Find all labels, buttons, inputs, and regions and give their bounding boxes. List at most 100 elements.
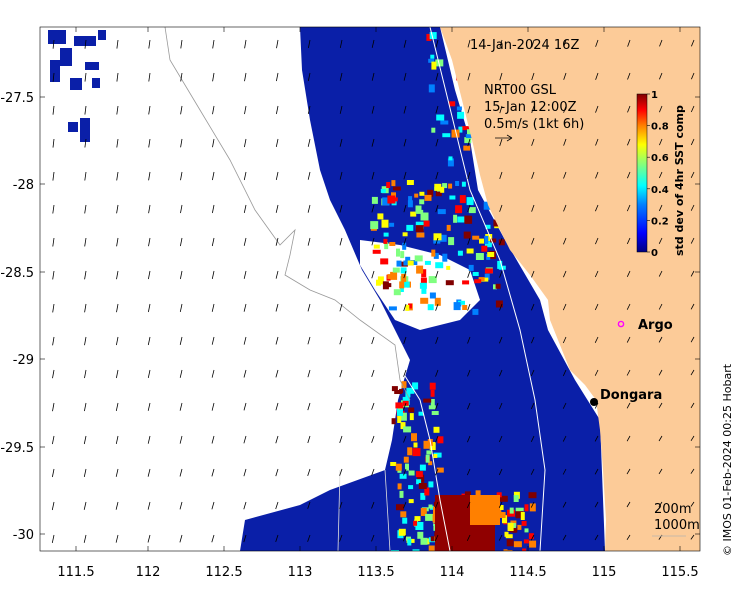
- sst-pixel: [383, 238, 388, 244]
- wind-arrow: [180, 270, 183, 280]
- x-tick-label: 114: [440, 565, 465, 580]
- sst-pixel: [446, 265, 451, 270]
- wind-arrow: [403, 336, 407, 345]
- sst-pixel: [528, 533, 534, 540]
- wind-arrow: [148, 39, 151, 49]
- wind-arrow: [307, 303, 311, 312]
- wind-arrow: [435, 204, 439, 213]
- wind-arrow: [403, 303, 407, 312]
- wind-arrow: [466, 534, 471, 541]
- sst-pixel: [433, 426, 440, 433]
- wind-arrow: [498, 468, 503, 476]
- wind-arrow: [530, 468, 535, 475]
- sst-pixel: [389, 222, 395, 227]
- wind-arrow: [243, 336, 247, 345]
- sst-pixel: [416, 479, 422, 485]
- wind-arrow: [562, 534, 567, 541]
- sst-pixel: [402, 232, 408, 237]
- sst-pixel: [455, 181, 460, 186]
- wind-arrow: [339, 105, 343, 114]
- wind-arrow: [659, 72, 663, 80]
- wind-scale-arrow: [495, 134, 513, 142]
- sst-pixel: [423, 398, 432, 403]
- wind-arrow: [52, 435, 55, 445]
- wind-arrow: [371, 402, 375, 410]
- sst-pixel: [464, 137, 472, 144]
- cloud-hole-2: [330, 350, 400, 470]
- wind-arrow: [371, 237, 375, 246]
- sst-pixel: [405, 391, 411, 398]
- wind-arrow: [531, 105, 535, 114]
- wind-arrow: [658, 369, 663, 376]
- wind-arrow: [276, 105, 279, 115]
- sst-pixel: [427, 304, 434, 311]
- colorbar-tick-label: 0.2: [651, 216, 669, 227]
- wind-arrow: [499, 303, 503, 311]
- sst-pixel: [397, 407, 403, 416]
- wind-arrow: [435, 468, 439, 476]
- sst-pixel: [498, 239, 505, 246]
- wind-arrow: [467, 336, 471, 344]
- wind-arrow: [658, 402, 663, 409]
- wind-arrow: [627, 105, 631, 113]
- wind-arrow: [403, 237, 407, 246]
- wind-arrow: [211, 468, 215, 477]
- wind-arrow: [52, 171, 55, 181]
- sst-pixel: [426, 33, 432, 41]
- wind-arrow: [275, 237, 279, 246]
- sst-pixel: [437, 436, 444, 444]
- wind-arrow: [531, 336, 535, 344]
- wind-arrow: [211, 270, 215, 279]
- wind-arrow: [84, 303, 87, 313]
- wind-arrow: [147, 501, 151, 510]
- wind-arrow: [307, 171, 311, 180]
- wind-arrow: [275, 501, 279, 510]
- sst-pixel: [424, 194, 432, 201]
- wind-arrow: [626, 534, 631, 541]
- wind-arrow: [211, 435, 215, 444]
- wind-arrow: [307, 237, 311, 246]
- wind-arrow: [307, 435, 311, 444]
- wind-arrow: [658, 204, 663, 212]
- wind-arrow: [244, 72, 247, 82]
- wind-arrow: [467, 402, 471, 410]
- wind-arrow: [658, 336, 663, 343]
- sst-pixel: [419, 464, 426, 471]
- sst-pixel: [425, 454, 430, 463]
- sst-pixel: [396, 248, 400, 257]
- colorbar-tick-label: 0.6: [651, 153, 669, 164]
- sst-pixel: [415, 471, 423, 478]
- sst-pixel: [496, 505, 504, 510]
- x-tick-label: 114.5: [509, 565, 546, 580]
- sst-pixel: [430, 536, 436, 542]
- wind-arrow: [339, 39, 343, 48]
- wind-arrow: [244, 105, 247, 115]
- wind-arrow: [467, 270, 471, 278]
- wind-arrow: [658, 237, 663, 244]
- sst-pixel: [413, 520, 418, 526]
- wind-arrow: [690, 303, 695, 310]
- wind-arrow: [659, 138, 663, 146]
- wind-arrow: [499, 105, 503, 114]
- wind-arrow: [116, 204, 119, 214]
- sst-pixel: [449, 101, 456, 107]
- wind-arrow: [212, 171, 215, 181]
- argo-label: Argo: [638, 318, 673, 333]
- sst-pixel: [399, 288, 404, 292]
- wind-arrow: [116, 303, 119, 313]
- wind-arrow: [467, 237, 471, 245]
- sst-pixel: [401, 381, 407, 389]
- sst-pixel: [472, 308, 479, 315]
- wind-arrow: [83, 534, 87, 543]
- wind-arrow: [275, 204, 279, 213]
- sst-pixel: [431, 61, 437, 70]
- wind-arrow: [499, 336, 503, 344]
- wind-arrow: [626, 270, 631, 277]
- sst-pixel: [431, 249, 436, 257]
- sst-pixel: [448, 183, 453, 189]
- sst-pixel: [406, 387, 415, 394]
- sst-pixel: [402, 281, 410, 288]
- wind-arrow: [467, 171, 471, 180]
- wind-arrow: [339, 402, 343, 411]
- wind-arrow: [563, 72, 567, 80]
